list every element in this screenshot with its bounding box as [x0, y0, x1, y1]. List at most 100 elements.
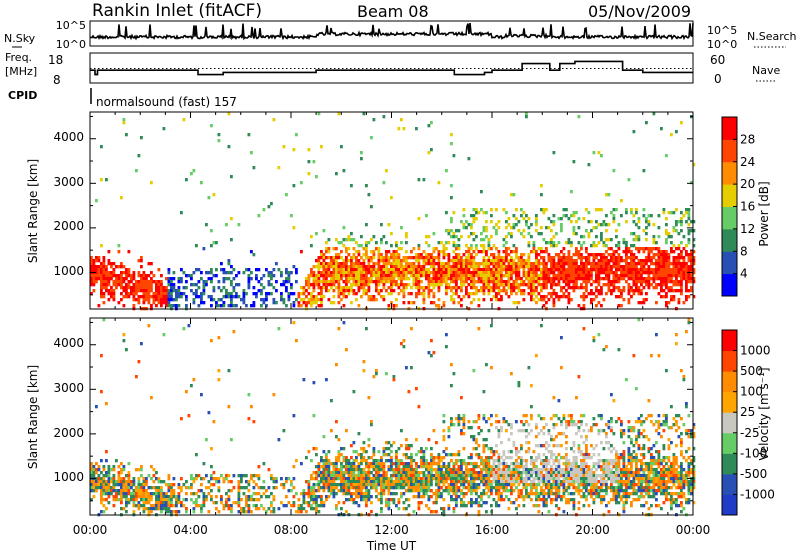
- velocity-cell: [412, 474, 416, 478]
- velocity-cell: [335, 459, 338, 463]
- power-cell: [450, 274, 453, 278]
- velocity-cell: [497, 453, 501, 457]
- velocity-cell: [205, 438, 208, 442]
- velocity-cell: [502, 453, 506, 457]
- power-cell: [492, 226, 496, 230]
- velocity-cell: [410, 486, 413, 490]
- velocity-cell: [335, 486, 338, 490]
- velocity-cell: [480, 471, 483, 475]
- power-cell: [242, 298, 246, 302]
- velocity-cell: [92, 483, 96, 487]
- power-cell: [525, 223, 528, 227]
- power-cell: [482, 265, 486, 269]
- power-cell: [345, 277, 348, 281]
- power-cell: [577, 256, 581, 260]
- power-cell: [667, 286, 671, 290]
- power-cell: [455, 274, 458, 278]
- power-cell: [570, 280, 573, 284]
- power-cell: [605, 292, 608, 296]
- power-cell: [647, 277, 651, 281]
- velocity-cell: [212, 501, 216, 505]
- velocity-cell: [295, 510, 298, 514]
- power-cell: [222, 268, 226, 272]
- power-cell: [170, 304, 173, 308]
- power-cell: [450, 295, 453, 299]
- velocity-cell: [140, 486, 143, 490]
- power-cell: [542, 268, 546, 272]
- power-cell: [352, 253, 356, 257]
- velocity-cell: [130, 480, 133, 484]
- power-cell: [677, 253, 681, 257]
- power-cell: [550, 259, 553, 263]
- power-cell: [452, 250, 456, 254]
- power-cell: [497, 298, 501, 302]
- power-cell: [90, 283, 93, 287]
- power-cell: [505, 289, 508, 293]
- power-cell: [310, 274, 313, 278]
- velocity-cell: [365, 483, 368, 487]
- velocity-cell: [205, 495, 208, 499]
- velocity-cell: [382, 447, 386, 451]
- power-cell: [577, 250, 581, 254]
- velocity-cell: [497, 468, 501, 472]
- velocity-cell: [337, 474, 341, 478]
- velocity-cell: [497, 498, 501, 502]
- power-cell: [322, 271, 326, 275]
- power-cell: [132, 286, 136, 290]
- power-cell: [452, 256, 456, 260]
- velocity-cell: [402, 468, 406, 472]
- velocity-cell: [210, 447, 213, 451]
- power-cell: [562, 271, 566, 275]
- velocity-cell: [442, 465, 446, 469]
- power-cell: [585, 259, 588, 263]
- power-cell: [265, 295, 268, 299]
- power-cell: [627, 289, 631, 293]
- power-cell: [532, 277, 536, 281]
- velocity-cell: [505, 471, 508, 475]
- power-cell: [430, 277, 433, 281]
- power-cell: [490, 286, 493, 290]
- velocity-cell: [355, 465, 358, 469]
- velocity-cell: [137, 495, 141, 499]
- power-cell: [130, 286, 133, 290]
- power-cell: [395, 268, 398, 272]
- velocity-cell: [465, 462, 468, 466]
- power-cell: [455, 253, 458, 257]
- power-cell: [377, 280, 381, 284]
- power-cell: [485, 226, 488, 230]
- power-cell: [667, 265, 671, 269]
- power-cell: [272, 286, 276, 290]
- velocity-cell: [160, 492, 163, 496]
- power-cell: [602, 259, 606, 263]
- velocity-cell: [367, 495, 371, 499]
- power-cell: [115, 283, 118, 287]
- power-cell: [597, 241, 601, 245]
- power-cell: [125, 289, 128, 293]
- velocity-cell: [182, 327, 186, 331]
- velocity-cell: [367, 444, 371, 448]
- power-cell: [510, 235, 513, 239]
- nave-right-label: Nave: [752, 64, 780, 77]
- velocity-cell: [405, 483, 408, 487]
- velocity-cell: [485, 468, 488, 472]
- velocity-cell: [417, 501, 421, 505]
- power-cell: [497, 277, 501, 281]
- power-cell: [647, 220, 651, 224]
- velocity-cell: [192, 477, 196, 481]
- velocity-cell: [415, 495, 418, 499]
- power-cell: [365, 277, 368, 281]
- power-cell: [437, 268, 441, 272]
- velocity-cell: [492, 468, 496, 472]
- power-cell: [472, 256, 476, 260]
- velocity-cell: [182, 498, 186, 502]
- power-cell: [472, 217, 476, 221]
- power-cell: [107, 298, 111, 302]
- power-cell: [167, 268, 171, 272]
- power-cell: [412, 271, 416, 275]
- power-cell: [137, 289, 141, 293]
- velocity-cell: [100, 489, 103, 493]
- velocity-cell: [252, 498, 256, 502]
- power-cell: [412, 265, 416, 269]
- velocity-cell: [380, 462, 383, 466]
- velocity-cell: [432, 477, 436, 481]
